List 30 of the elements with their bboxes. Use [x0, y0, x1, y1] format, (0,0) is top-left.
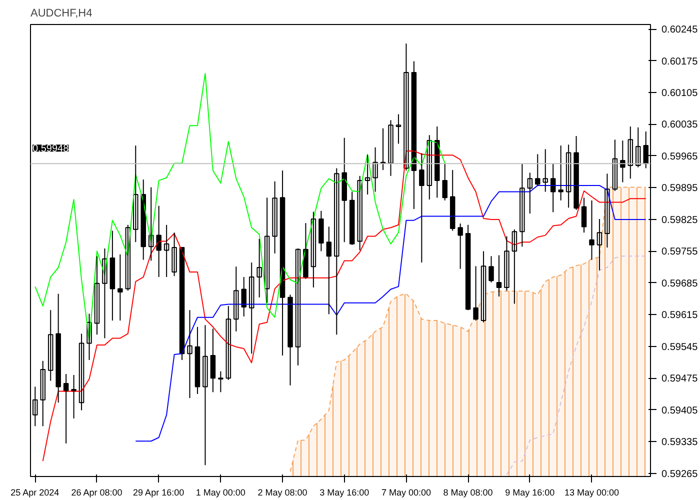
x-tick-label: 2 May 08:00 [258, 488, 308, 498]
x-tick-label: 13 May 00:00 [564, 488, 620, 498]
x-tick-label: 26 Apr 08:00 [71, 488, 122, 498]
y-tick-label: 0.60105 [662, 88, 698, 100]
y-tick-label: 0.60175 [662, 56, 698, 68]
y-tick-label: 0.59615 [662, 310, 698, 322]
y-tick-label: 0.59825 [662, 214, 698, 226]
x-tick-label: 8 May 08:00 [443, 488, 493, 498]
y-tick-label: 0.59965 [662, 151, 698, 162]
line-series [42, 150, 646, 462]
y-tick-label: 0.60035 [662, 120, 698, 131]
x-tick-label: 7 May 00:00 [381, 488, 431, 498]
y-tick-label: 0.59335 [662, 437, 698, 448]
chart-title: AUDCHF,H4 [30, 8, 92, 20]
x-tick-label: 29 Apr 16:00 [133, 488, 184, 498]
y-tick-label: 0.59405 [662, 405, 698, 416]
x-tick-label: 25 Apr 2024 [10, 488, 60, 498]
x-tick-label: 9 May 16:00 [505, 488, 555, 498]
x-tick-label: 3 May 16:00 [320, 488, 370, 498]
line-series [506, 256, 646, 476]
candlestick [558, 145, 564, 201]
y-tick-label: 0.59685 [662, 278, 698, 290]
y-tick-label: 0.60245 [662, 24, 698, 36]
y-tick-label: 0.59265 [662, 468, 698, 480]
x-tick-label: 1 May 00:00 [196, 488, 246, 498]
y-tick-label: 0.59545 [662, 342, 698, 353]
y-tick-label: 0.59895 [662, 183, 698, 194]
candlestick [542, 148, 548, 192]
y-tick-label: 0.59475 [662, 374, 698, 385]
y-tick-label: 0.59755 [662, 246, 698, 258]
